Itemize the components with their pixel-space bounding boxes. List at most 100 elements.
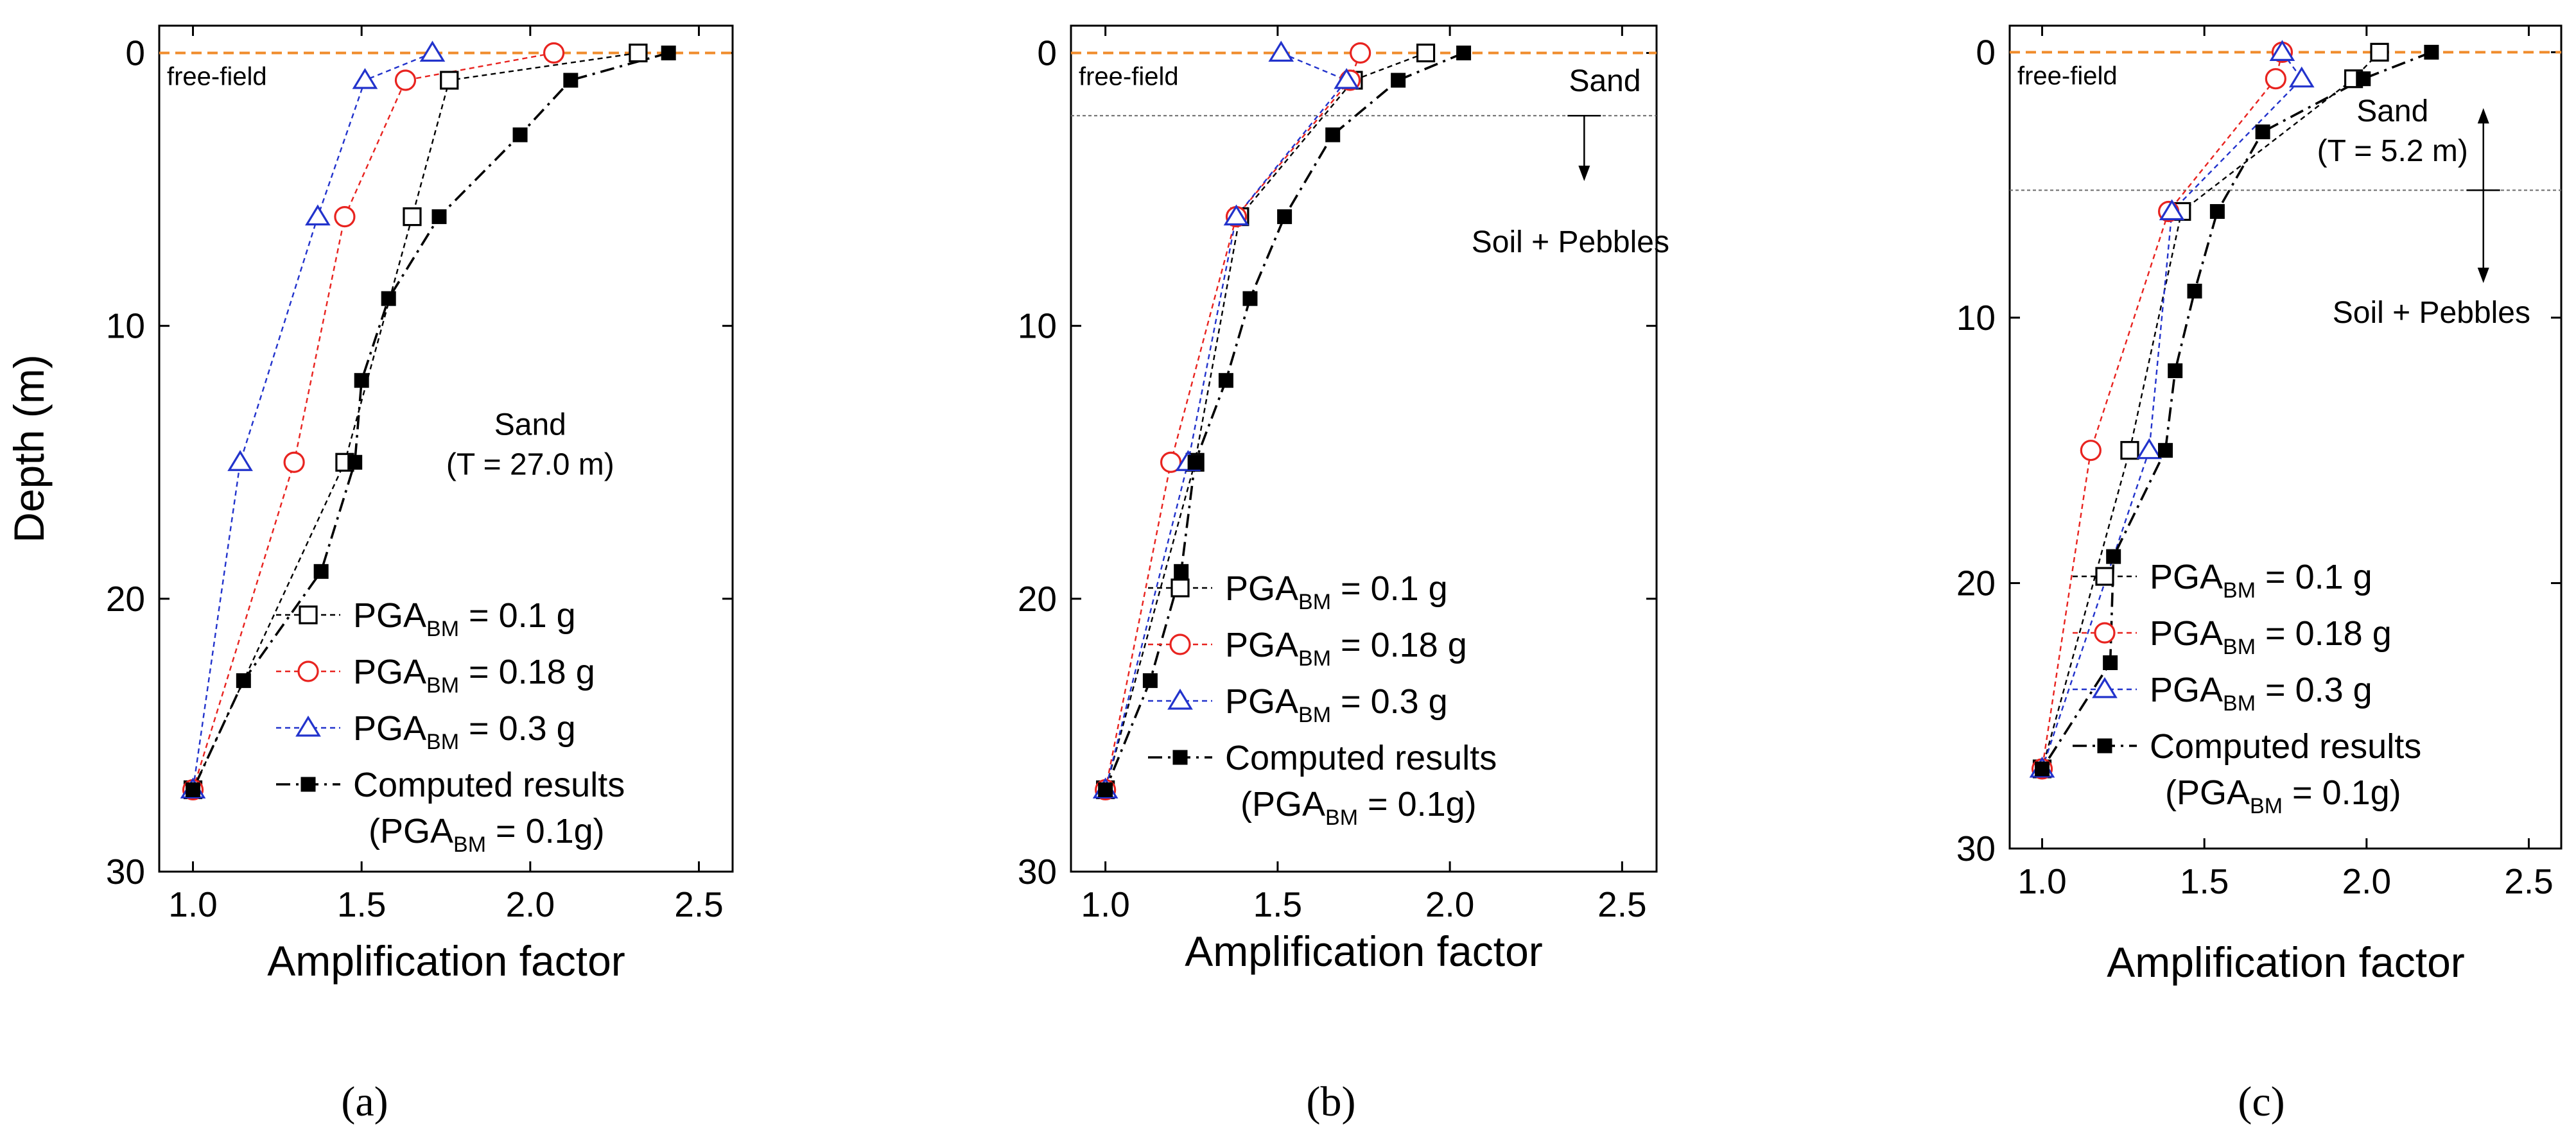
data-point: [1268, 40, 1294, 62]
panel-b: 1.0 1.5 2.0 2.5 0 10 20 30 Amplification factor f…: [1018, 24, 1669, 975]
data-point: [1416, 43, 1436, 63]
legend-label-extra: (PGABM = 0.1g): [369, 812, 605, 857]
x-tick-label: 1.0: [168, 884, 217, 924]
free-field-label: free-field: [1079, 63, 1179, 91]
plot-frame: [1070, 24, 1658, 873]
legend-marker: [299, 605, 318, 625]
data-point: [186, 782, 201, 797]
y-tick-label: 30: [106, 852, 145, 892]
data-point: [227, 450, 253, 471]
data-point: [2106, 549, 2121, 564]
x-tick-label: 2.0: [506, 884, 555, 924]
data-point: [403, 207, 422, 227]
data-point: [1174, 564, 1189, 579]
y-tick-label: 20: [1018, 579, 1057, 619]
data-point: [236, 673, 251, 688]
legend-marker: [1169, 634, 1191, 655]
x-axis-label: Amplification factor: [2107, 938, 2465, 986]
data-point: [381, 291, 396, 306]
y-tick-label: 10: [1956, 298, 1996, 338]
legend-label: PGABM = 0.18 g: [353, 653, 595, 698]
y-axis-label: Depth (m): [5, 354, 53, 542]
data-point: [2265, 68, 2286, 90]
layer-annotation: Sand: [2356, 94, 2428, 128]
data-point: [305, 204, 331, 226]
data-point: [2370, 42, 2389, 62]
data-point: [1242, 291, 1258, 306]
data-point: [440, 71, 459, 90]
data-point: [563, 73, 579, 88]
data-point: [1391, 73, 1406, 88]
data-point: [334, 206, 356, 228]
data-point: [1350, 42, 1371, 64]
data-point: [2424, 44, 2439, 60]
legend-label: PGABM = 0.18 g: [1225, 626, 1467, 671]
x-tick-label: 1.0: [2017, 861, 2066, 901]
legend-label-extra: (PGABM = 0.1g): [1240, 785, 1477, 830]
data-point: [1456, 46, 1472, 61]
x-tick-label: 1.5: [337, 884, 386, 924]
x-tick-label: 2.5: [1597, 884, 1646, 924]
legend-marker: [300, 777, 316, 792]
data-point: [347, 454, 363, 470]
data-point: [419, 40, 446, 62]
data-point: [2080, 440, 2102, 461]
x-tick-label: 1.5: [2180, 861, 2229, 901]
x-tick-label: 1.5: [1253, 884, 1302, 924]
free-field-label: free-field: [167, 63, 267, 91]
x-axis-label: Amplification factor: [267, 937, 625, 985]
free-field-label: free-field: [2017, 62, 2118, 90]
arrow-down-icon: [2477, 268, 2489, 284]
legend: PGABM = 0.1 g PGABM = 0.18 g PGABM = 0.3 g…: [1148, 569, 1497, 830]
arrow-up-icon: [2477, 108, 2489, 124]
y-tick-label: 0: [1037, 33, 1057, 73]
caption-b: (b): [1307, 1078, 1356, 1125]
layer-annotation: (T = 5.2 m): [2317, 134, 2468, 168]
legend-marker: [1171, 578, 1190, 598]
legend-label-extra: (PGABM = 0.1g): [2165, 773, 2401, 818]
legend-marker: [2097, 738, 2112, 754]
legend-marker: [2094, 622, 2116, 644]
legend-label: PGABM = 0.3 g: [353, 709, 576, 754]
plot-frame: [2008, 24, 2563, 850]
data-point: [1142, 673, 1158, 688]
y-tick-label: 20: [1956, 563, 1996, 603]
data-point: [1187, 454, 1203, 470]
data-point: [661, 46, 676, 61]
data-point: [543, 42, 565, 64]
layer-annotation: Sand: [494, 408, 566, 442]
data-point: [2158, 443, 2173, 458]
panel-c: 1.0 1.5 2.0 2.5 0 10 20 30 Amplification factor f…: [1956, 24, 2563, 986]
legend-marker: [297, 660, 319, 682]
y-tick-label: 10: [1018, 306, 1057, 346]
x-tick-label: 2.5: [2504, 861, 2553, 901]
legend-label: PGABM = 0.1 g: [353, 596, 576, 641]
data-point: [2035, 761, 2050, 777]
layer-annotation: (T = 27.0 m): [446, 448, 614, 482]
data-point: [2136, 438, 2163, 460]
x-tick-label: 2.0: [1425, 884, 1474, 924]
arrow-down-icon: [1578, 166, 1590, 182]
legend-marker: [295, 715, 321, 737]
data-point: [1334, 67, 1360, 89]
x-axis-label: Amplification factor: [1185, 927, 1543, 975]
data-point: [1098, 782, 1113, 797]
data-point: [2120, 441, 2139, 460]
legend-label: PGABM = 0.3 g: [1225, 682, 1448, 727]
data-point: [1277, 209, 1292, 225]
data-point: [283, 451, 305, 473]
y-tick-label: 20: [106, 579, 145, 619]
legend-label: Computed results: [353, 766, 625, 804]
series-line: [2041, 51, 2432, 770]
x-tick-label: 1.0: [1081, 884, 1129, 924]
data-point: [512, 127, 528, 142]
x-tick-label: 2.0: [2342, 861, 2391, 901]
data-point: [2288, 66, 2315, 88]
data-point: [1218, 373, 1233, 388]
data-point: [2103, 655, 2118, 671]
data-point: [629, 43, 648, 63]
data-point: [352, 67, 378, 89]
y-tick-label: 0: [1976, 32, 1996, 72]
